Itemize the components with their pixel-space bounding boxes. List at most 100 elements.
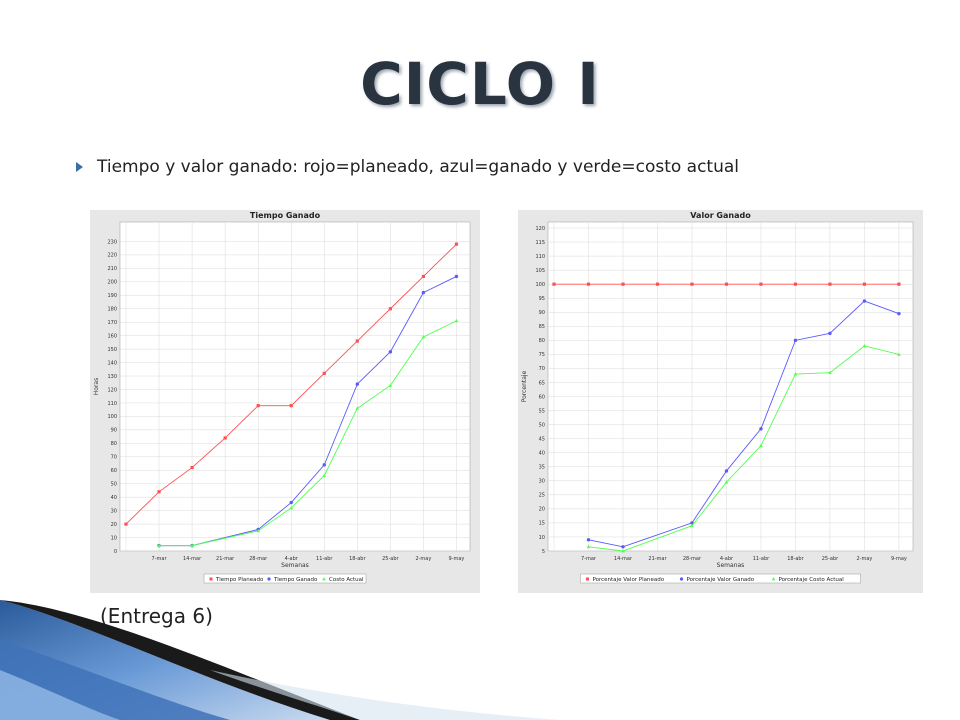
y-tick-label: 90 xyxy=(111,428,117,434)
y-tick-label: 220 xyxy=(107,253,117,259)
y-tick-label: 115 xyxy=(535,240,545,246)
legend-marker xyxy=(267,577,271,581)
data-point xyxy=(388,307,392,311)
data-point xyxy=(289,505,294,510)
y-tick-label: 210 xyxy=(107,266,117,272)
data-point xyxy=(793,282,798,286)
legend-entry: Porcentaje Valor Planeado xyxy=(593,577,665,583)
series-porcentaje-valor-ganado xyxy=(586,299,901,549)
y-tick-label: 230 xyxy=(107,239,117,245)
y-tick-label: 110 xyxy=(107,401,117,407)
y-tick-label: 120 xyxy=(107,387,117,393)
y-tick-label: 0 xyxy=(114,549,117,555)
x-tick-labels: 7-mar 14-mar 21-mar 28-mar 4-abr 11-abr 18-abr… xyxy=(581,556,907,562)
data-point xyxy=(759,443,763,448)
y-tick-label: 105 xyxy=(535,268,545,274)
plot-area xyxy=(119,221,471,552)
data-point xyxy=(724,282,729,286)
legend: Porcentaje Valor Planeado Porcentaje Valo… xyxy=(580,573,861,584)
legend-entry: Porcentaje Valor Ganado xyxy=(687,577,755,583)
y-tick-label: 140 xyxy=(107,360,117,366)
data-point xyxy=(355,382,360,386)
data-point xyxy=(421,274,425,279)
data-point xyxy=(421,290,426,295)
legend-marker xyxy=(586,577,589,581)
data-point xyxy=(190,465,194,470)
data-point xyxy=(454,274,459,279)
y-tick-label: 10 xyxy=(539,535,545,541)
x-tick-label: 18-abr xyxy=(349,556,366,562)
data-point xyxy=(862,282,867,286)
x-tick-label: 9-may xyxy=(891,556,907,562)
x-tick-label: 21-mar xyxy=(216,556,235,562)
y-tick-label: 55 xyxy=(539,408,545,414)
data-point xyxy=(157,490,161,494)
x-axis-label: Semanas xyxy=(717,562,745,569)
y-tick-label: 45 xyxy=(539,436,545,442)
series-tiempo-planeado xyxy=(124,242,459,526)
data-point xyxy=(759,427,763,431)
chart-tiempo-ganado-svg: Tiempo Ganado 0 10 20 30 40 50 60 70 80 90 100 110 12… xyxy=(93,211,471,584)
chart-title: Tiempo Ganado xyxy=(250,211,321,220)
data-point xyxy=(655,282,660,286)
y-tick-label: 50 xyxy=(111,482,117,488)
legend-entry: Tiempo Planeado xyxy=(215,577,264,583)
y-tick-label: 65 xyxy=(539,380,545,386)
data-point xyxy=(862,299,867,303)
y-tick-label: 90 xyxy=(539,310,545,316)
data-point xyxy=(552,282,556,286)
y-tick-label: 190 xyxy=(107,293,117,299)
y-tick-label: 10 xyxy=(111,535,117,541)
data-point xyxy=(690,282,694,286)
x-tick-label: 4-abr xyxy=(720,556,734,562)
data-point xyxy=(190,543,194,548)
x-tick-label: 28-mar xyxy=(683,556,702,562)
data-point xyxy=(454,242,459,246)
bullet-arrow-icon xyxy=(76,162,83,172)
data-point xyxy=(355,339,359,343)
x-tick-label: 21-mar xyxy=(648,556,667,562)
x-tick-label: 2-may xyxy=(415,556,431,562)
y-tick-label: 85 xyxy=(539,324,545,330)
y-tick-label: 60 xyxy=(111,468,117,474)
data-point xyxy=(862,343,867,348)
chart-valor-ganado-svg: Valor Ganado 5 10 15 20 25 30 35 40 45 50 55 60 65 70 7… xyxy=(521,211,914,584)
data-point xyxy=(124,522,128,526)
data-point xyxy=(289,404,293,408)
data-point xyxy=(256,404,260,408)
data-point xyxy=(157,543,161,548)
y-tick-label: 40 xyxy=(539,450,545,456)
x-axis-label: Semanas xyxy=(281,562,309,569)
x-tick-label: 2-may xyxy=(856,556,872,562)
data-point xyxy=(793,372,798,376)
y-tick-label: 100 xyxy=(535,282,545,288)
y-tick-label: 35 xyxy=(539,465,545,471)
data-point xyxy=(586,544,591,549)
data-point xyxy=(897,282,901,286)
series-costo-actual xyxy=(157,318,459,548)
x-tick-labels: 7-mar 14-mar 21-mar 28-mar 4-abr 11-abr 18-abr… xyxy=(152,556,465,562)
y-tick-label: 20 xyxy=(539,507,545,513)
data-point xyxy=(793,338,798,343)
legend: Tiempo Planeado Tiempo Ganado Costo Actual xyxy=(203,573,367,584)
x-gridlines xyxy=(553,222,900,551)
data-point xyxy=(828,282,832,286)
y-tick-label: 75 xyxy=(539,352,545,358)
data-point xyxy=(322,473,327,478)
x-tick-label: 25-abr xyxy=(822,556,839,562)
y-tick-label: 50 xyxy=(539,422,545,428)
data-point xyxy=(421,335,426,339)
data-point xyxy=(621,549,625,553)
y-tick-label: 110 xyxy=(535,254,545,260)
x-tick-label: 18-abr xyxy=(787,556,804,562)
decorative-swoosh xyxy=(0,600,560,720)
data-point xyxy=(897,352,901,356)
data-point xyxy=(724,480,729,484)
slide-title: CICLO I xyxy=(360,50,600,118)
x-tick-label: 7-mar xyxy=(581,556,597,562)
data-point xyxy=(828,331,832,336)
series-porcentaje-valor-planeado xyxy=(552,282,901,286)
x-tick-label: 28-mar xyxy=(249,556,268,562)
bullet-text: Tiempo y valor ganado: rojo=planeado, az… xyxy=(97,157,740,177)
y-tick-label: 30 xyxy=(539,479,545,485)
